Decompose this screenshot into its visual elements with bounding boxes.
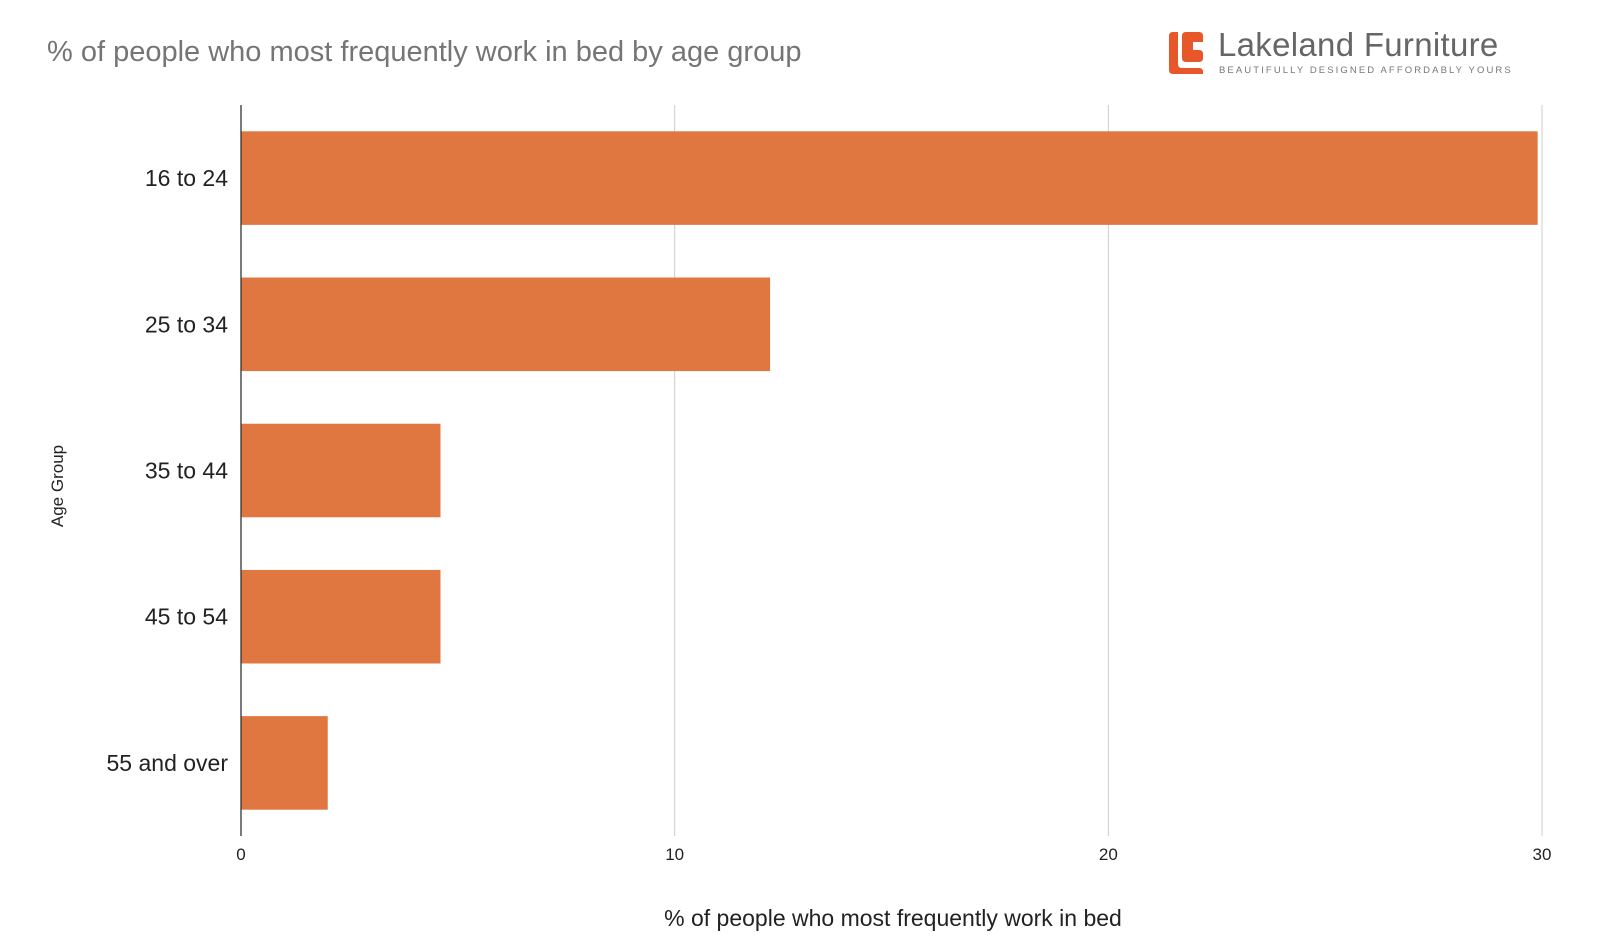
- x-tick-labels: 0 10 20 30: [236, 845, 1551, 864]
- category-label: 16 to 24: [145, 165, 228, 191]
- brand-logo: Lakeland Furniture BEAUTIFULLY DESIGNED …: [1166, 26, 1526, 80]
- bar: [241, 716, 328, 810]
- logo-tagline: BEAUTIFULLY DESIGNED AFFORDABLY YOURS: [1219, 65, 1513, 76]
- logo-mark-icon: [1169, 32, 1203, 74]
- category-labels: 16 to 24 25 to 34 35 to 44 45 to 54 55 and o…: [107, 165, 229, 776]
- bar: [241, 569, 441, 664]
- gridlines: [674, 105, 1543, 836]
- x-tick-label: 0: [236, 845, 245, 864]
- category-label: 45 to 54: [145, 604, 228, 630]
- bar: [241, 277, 771, 372]
- category-label: 55 and over: [107, 750, 229, 776]
- x-tick-label: 30: [1533, 845, 1552, 864]
- bar: [241, 131, 1538, 225]
- x-tick-label: 10: [665, 845, 684, 864]
- category-label: 35 to 44: [145, 458, 228, 484]
- bars: [241, 131, 1538, 810]
- x-axis-title: % of people who most frequently work in …: [664, 905, 1122, 931]
- y-axis-title: Age Group: [48, 445, 67, 527]
- category-label: 25 to 34: [145, 311, 228, 337]
- bar: [241, 423, 441, 518]
- chart-title: % of people who most frequently work in …: [47, 36, 802, 68]
- x-tick-label: 20: [1099, 845, 1118, 864]
- logo-name: Lakeland Furniture: [1218, 26, 1499, 63]
